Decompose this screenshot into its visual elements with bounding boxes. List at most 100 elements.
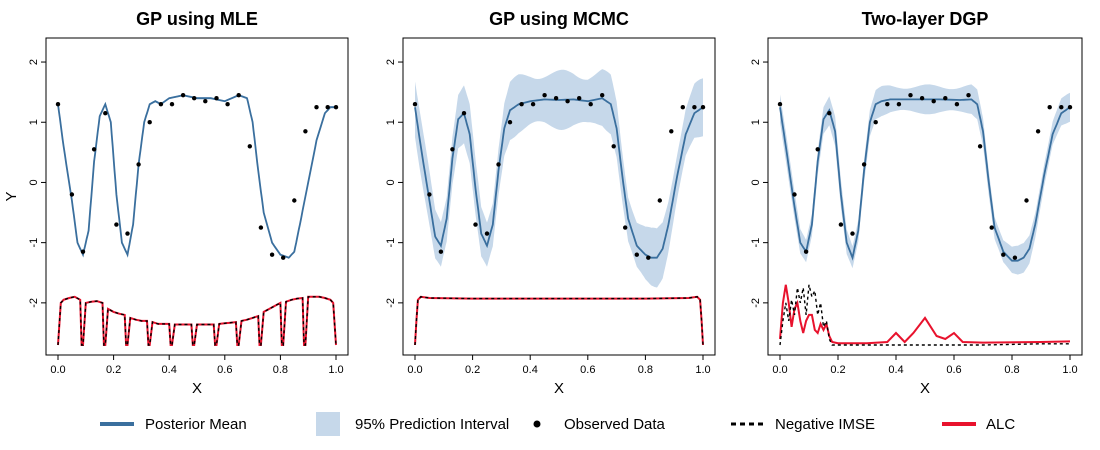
y-tick-label: -2: [750, 298, 762, 308]
observed-point: [1047, 105, 1052, 110]
prediction-band: [780, 84, 1070, 275]
observed-point: [91, 147, 97, 152]
plot-frame: [767, 37, 1083, 356]
y-tick-label: 0: [28, 179, 40, 185]
observed-point: [292, 198, 297, 203]
observed-point: [125, 231, 130, 236]
observed-point: [269, 252, 275, 257]
observed-point: [412, 102, 418, 107]
imse-line: [779, 284, 1070, 346]
observed-point: [136, 162, 141, 167]
x-tick-label: 0.4: [523, 364, 538, 376]
x-tick-label: 0.8: [638, 364, 653, 376]
y-tick-label: -2: [385, 298, 397, 308]
observed-point: [966, 93, 971, 98]
observed-point: [827, 111, 832, 116]
observed-point: [158, 102, 164, 107]
y-tick-label: 0: [750, 179, 762, 185]
observed-point: [908, 93, 913, 98]
observed-point: [80, 249, 86, 254]
x-tick-label: 0.2: [106, 364, 121, 376]
observed-point: [507, 120, 513, 125]
legend-item-interval: 95% Prediction Interval: [316, 412, 509, 436]
observed-point: [1012, 255, 1018, 260]
x-tick-label: 1.0: [328, 364, 343, 376]
posterior-mean-line: [57, 94, 336, 259]
x-tick-label: 0.0: [407, 364, 422, 376]
observed-point: [777, 102, 783, 107]
legend-alc-label: ALC: [986, 416, 1015, 433]
legend-interval-swatch: [316, 412, 340, 436]
legend: Posterior Mean 95% Prediction Interval O…: [100, 412, 1015, 436]
legend-interval-label: 95% Prediction Interval: [355, 416, 509, 433]
observed-point: [519, 102, 524, 107]
legend-imse-label: Negative IMSE: [775, 416, 875, 433]
x-tick-label: 0.6: [946, 364, 961, 376]
alc-line: [779, 284, 1071, 345]
observed-point: [461, 111, 467, 116]
observed-point: [247, 144, 252, 149]
observed-point: [838, 222, 844, 227]
observed-point: [333, 105, 339, 110]
observed-point: [815, 147, 820, 152]
x-tick-label: 0.0: [772, 364, 787, 376]
x-tick-label: 0.6: [580, 364, 595, 376]
legend-item-imse: Negative IMSE: [731, 416, 875, 433]
y-tick-label: -2: [28, 298, 40, 308]
observed-point: [438, 249, 444, 254]
y-axis-label: Y: [3, 191, 20, 201]
x-axis-label: X: [192, 380, 202, 397]
observed-point: [542, 93, 547, 98]
chart-title: GP using MLE: [136, 9, 258, 29]
observed-point: [180, 93, 186, 98]
panel-1: 0.0 0.2 0.4 0.6 0.8 1.0 2 1 0 -1 -2 GP using MLE X Y: [3, 9, 349, 397]
observed-point: [896, 102, 902, 107]
y-tick-label: -1: [28, 238, 40, 248]
observed-point: [657, 198, 662, 203]
y-tick-label: 1: [28, 119, 40, 125]
y-tick-label: 2: [385, 59, 397, 65]
observed-point: [450, 147, 455, 152]
observed-point: [169, 102, 175, 107]
observed-point: [214, 96, 219, 101]
y-tick-label: 2: [28, 59, 40, 65]
y-tick-label: 0: [385, 179, 397, 185]
observed-point: [850, 231, 855, 236]
x-tick-label: 0.0: [50, 364, 65, 376]
observed-point: [565, 99, 570, 104]
y-tick-label: -1: [750, 238, 762, 248]
observed-point: [203, 99, 208, 104]
observed-point: [919, 96, 925, 101]
x-tick-label: 0.2: [830, 364, 845, 376]
observed-point: [692, 105, 697, 110]
observed-point: [236, 93, 241, 98]
legend-item-alc: ALC: [942, 416, 1015, 433]
chart-title: Two-layer DGP: [862, 9, 989, 29]
observed-point: [473, 222, 478, 227]
x-tick-label: 0.6: [217, 364, 232, 376]
observed-point: [977, 144, 983, 149]
observed-point: [1035, 129, 1041, 134]
imse-line: [57, 296, 337, 346]
y-tick-label: 2: [750, 59, 762, 65]
observed-point: [611, 144, 616, 149]
observed-point: [530, 102, 536, 107]
x-tick-label: 0.4: [162, 364, 177, 376]
chart-title: GP using MCMC: [489, 9, 629, 29]
x-tick-label: 1.0: [1062, 364, 1077, 376]
posterior-mean-line: [779, 98, 1071, 262]
alc-line: [57, 295, 337, 346]
legend-observed-swatch: [533, 420, 541, 428]
observed-point: [680, 105, 685, 110]
observed-point: [1059, 105, 1064, 110]
observed-point: [55, 102, 61, 107]
x-tick-label: 0.8: [1004, 364, 1019, 376]
x-tick-label: 0.8: [273, 364, 288, 376]
plot-frame: [402, 37, 716, 356]
observed-point: [803, 249, 809, 254]
observed-point: [792, 192, 797, 197]
legend-item-mean: Posterior Mean: [100, 416, 247, 433]
x-tick-label: 0.4: [888, 364, 903, 376]
